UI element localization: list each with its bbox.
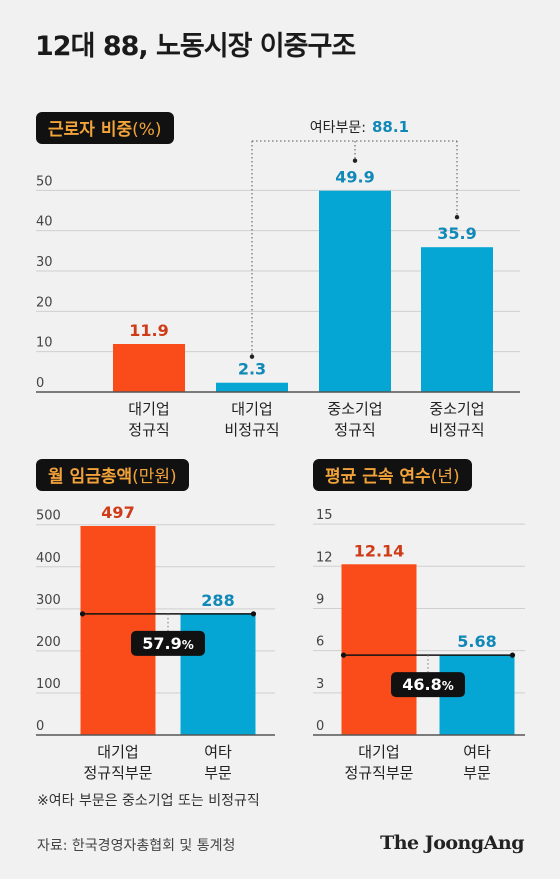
share-section-label: 근로자 비중(%) — [36, 112, 174, 144]
annotation-label: 여타부문: — [310, 120, 366, 136]
wage-label-unit: (만원) — [132, 467, 177, 487]
bar — [319, 190, 391, 392]
y-tick-label: 100 — [36, 677, 61, 692]
x-category-label: 정규직 — [334, 421, 375, 439]
y-tick-label: 40 — [36, 215, 53, 230]
ratio-endpoint — [79, 611, 86, 617]
wage-section-label: 월 임금총액(만원) — [36, 459, 189, 491]
page-title: 12대 88, 노동시장 이중구조 — [35, 31, 356, 62]
y-tick-label: 15 — [316, 508, 333, 523]
annotation-dot — [352, 158, 358, 163]
x-category-label: 부문 — [463, 764, 491, 782]
data-label: 11.9 — [129, 321, 168, 340]
x-category-label: 부문 — [204, 764, 232, 782]
data-label: 12.14 — [354, 541, 405, 560]
y-tick-label: 0 — [316, 719, 324, 734]
y-tick-label: 20 — [36, 295, 53, 310]
bar — [80, 525, 156, 735]
ratio-badge — [391, 672, 465, 698]
annotation-value: 88.1 — [372, 118, 409, 136]
y-tick-label: 9 — [316, 592, 324, 607]
data-label: 35.9 — [437, 224, 476, 243]
ratio-badge — [131, 630, 205, 656]
ratio-value: 57.9% — [142, 634, 194, 653]
x-category-label: 중소기업 — [327, 400, 382, 418]
data-label: 2.3 — [238, 360, 266, 379]
y-tick-label: 30 — [36, 255, 53, 270]
y-tick-label: 50 — [36, 174, 53, 189]
ratio-unit: % — [442, 679, 454, 693]
y-tick-label: 12 — [316, 550, 333, 565]
wage-label-text: 월 임금총액 — [48, 467, 133, 487]
x-category-label: 대기업 — [231, 400, 272, 418]
tenure-label-text: 평균 근속 연수 — [325, 467, 431, 487]
ratio-value: 46.8% — [402, 675, 454, 694]
data-label: 288 — [201, 591, 234, 610]
bar — [113, 344, 185, 392]
ratio-endpoint — [340, 652, 347, 658]
y-tick-label: 10 — [36, 336, 53, 351]
source-text: 자료: 한국경영자총협회 및 통계청 — [37, 838, 236, 854]
footnote: ※여타 부문은 중소기업 또는 비정규직 — [37, 793, 260, 809]
share-label-text: 근로자 비중 — [48, 120, 133, 140]
ratio-number: 57.9 — [142, 634, 181, 653]
x-category-label: 대기업 — [358, 743, 399, 761]
bar — [421, 247, 493, 392]
share-label-unit: (%) — [132, 120, 162, 140]
ratio-endpoint — [509, 652, 516, 658]
data-label: 49.9 — [335, 168, 374, 187]
x-category-label: 비정규직 — [224, 421, 279, 439]
tenure-section-label: 평균 근속 연수(년) — [313, 459, 472, 491]
y-tick-label: 6 — [316, 635, 324, 650]
y-tick-label: 3 — [316, 677, 324, 692]
y-tick-label: 500 — [36, 509, 61, 524]
tenure-label-unit: (년) — [430, 467, 460, 487]
x-category-label: 정규직부문 — [83, 764, 152, 782]
y-tick-label: 300 — [36, 593, 61, 608]
x-category-label: 비정규직 — [429, 421, 484, 439]
x-category-label: 여타 — [463, 743, 491, 761]
ratio-number: 46.8 — [402, 675, 441, 694]
y-tick-label: 0 — [36, 376, 44, 391]
x-category-label: 정규직부문 — [344, 764, 413, 782]
x-category-label: 중소기업 — [429, 400, 484, 418]
y-tick-label: 400 — [36, 551, 61, 566]
ratio-endpoint — [250, 611, 257, 617]
publisher-logo: The JoongAng — [380, 832, 524, 854]
annotation-dot — [249, 354, 255, 359]
x-category-label: 여타 — [204, 743, 232, 761]
x-category-label: 대기업 — [97, 743, 138, 761]
bar — [216, 382, 288, 392]
x-category-label: 대기업 — [128, 400, 169, 418]
data-label: 5.68 — [457, 632, 496, 651]
annotation-label-bg — [300, 116, 430, 138]
bar — [341, 564, 417, 735]
y-tick-label: 0 — [36, 719, 44, 734]
ratio-unit: % — [182, 638, 194, 652]
x-category-label: 정규직 — [128, 421, 169, 439]
annotation-dot — [454, 215, 460, 220]
y-tick-label: 200 — [36, 635, 61, 650]
data-label: 497 — [101, 503, 134, 522]
